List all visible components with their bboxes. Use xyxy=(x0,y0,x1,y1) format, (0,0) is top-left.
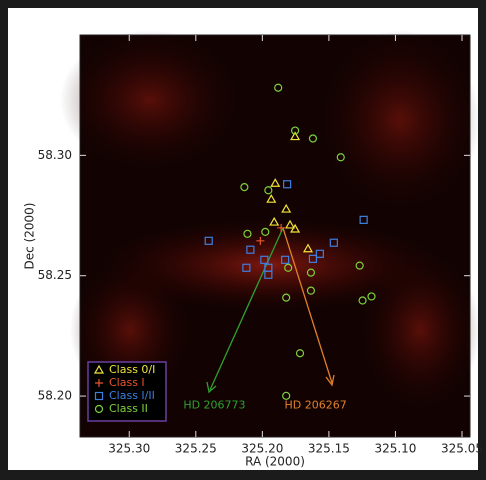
x-tick-label: 325.15 xyxy=(308,442,350,456)
y-axis-label: Dec (2000) xyxy=(23,203,37,270)
x-tick-label: 325.05 xyxy=(441,442,483,456)
x-tick-label: 325.10 xyxy=(374,442,416,456)
x-axis-label: RA (2000) xyxy=(245,455,305,469)
legend-label: Class I xyxy=(109,376,145,389)
y-tick-label: 58.25 xyxy=(38,268,72,282)
annotation: HD 206267 xyxy=(284,399,346,412)
y-tick-label: 58.20 xyxy=(38,389,72,403)
legend-label: Class 0/I xyxy=(109,363,155,376)
legend-label: Class I/II xyxy=(109,389,155,402)
x-tick-label: 325.25 xyxy=(175,442,217,456)
annotation: HD 206773 xyxy=(183,399,245,412)
x-tick-label: 325.20 xyxy=(241,442,283,456)
chart: RA (2000) Dec (2000) 325.30 325.25 325.20 3… xyxy=(0,0,486,476)
y-tick-label: 58.30 xyxy=(38,148,72,162)
x-tick-label: 325.30 xyxy=(108,442,150,456)
legend-label: Class II xyxy=(109,402,148,415)
